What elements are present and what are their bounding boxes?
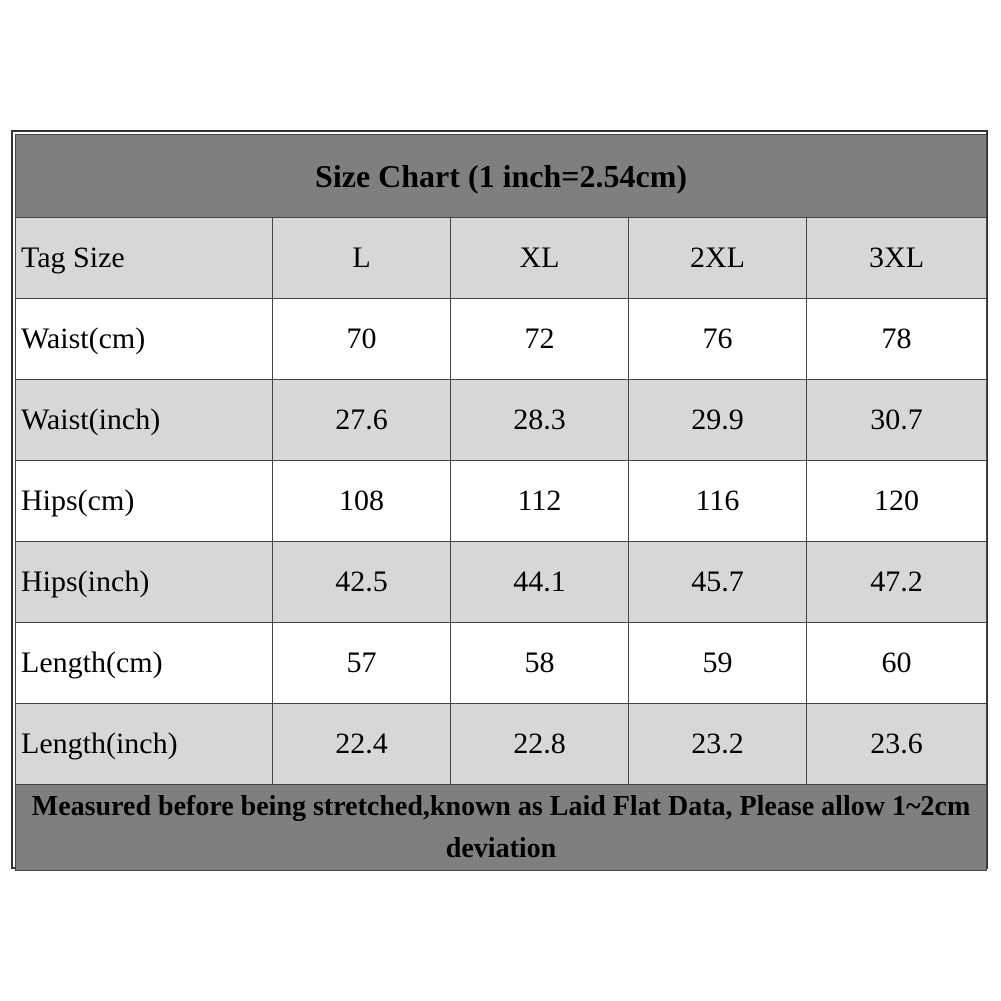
row-label: Hips(cm): [15, 460, 273, 542]
row-label: Length(cm): [15, 622, 273, 704]
row-label: Waist(cm): [15, 298, 273, 380]
size-l-header: L: [272, 217, 451, 299]
table-cell: 45.7: [628, 541, 807, 623]
table-cell: 27.6: [272, 379, 451, 461]
table-cell: 23.6: [805, 703, 988, 785]
table-cell: 23.2: [628, 703, 807, 785]
table-row: Length(inch) 22.4 22.8 23.2 23.6: [15, 703, 988, 785]
header-row: Tag Size L XL 2XL 3XL: [15, 217, 988, 299]
table-cell: 78: [805, 298, 988, 380]
table-cell: 44.1: [450, 541, 629, 623]
size-chart-table: Size Chart (1 inch=2.54cm) Tag Size L XL…: [14, 134, 988, 871]
table-cell: 58: [450, 622, 629, 704]
size-2xl-header: 2XL: [628, 217, 807, 299]
table-cell: 28.3: [450, 379, 629, 461]
row-label: Waist(inch): [15, 379, 273, 461]
table-cell: 30.7: [805, 379, 988, 461]
measurement-note: Measured before being stretched,known as…: [14, 784, 988, 871]
table-cell: 108: [272, 460, 451, 542]
table-cell: 116: [628, 460, 807, 542]
table-row: Hips(inch) 42.5 44.1 45.7 47.2: [15, 541, 988, 623]
table-cell: 57: [272, 622, 451, 704]
table-cell: 76: [628, 298, 807, 380]
table-row: Length(cm) 57 58 59 60: [15, 622, 988, 704]
table-cell: 60: [805, 622, 988, 704]
size-xl-header: XL: [450, 217, 629, 299]
table-cell: 29.9: [628, 379, 807, 461]
table-cell: 120: [805, 460, 988, 542]
row-label: Hips(inch): [15, 541, 273, 623]
table-row: Hips(cm) 108 112 116 120: [15, 460, 988, 542]
tag-size-label: Tag Size: [15, 217, 273, 299]
table-cell: 112: [450, 460, 629, 542]
table-cell: 70: [272, 298, 451, 380]
table-cell: 22.4: [272, 703, 451, 785]
table-row: Waist(cm) 70 72 76 78: [15, 298, 988, 380]
table-cell: 72: [450, 298, 629, 380]
table-cell: 22.8: [450, 703, 629, 785]
table-cell: 47.2: [805, 541, 988, 623]
size-3xl-header: 3XL: [805, 217, 988, 299]
chart-title: Size Chart (1 inch=2.54cm): [14, 134, 988, 218]
table-row: Waist(inch) 27.6 28.3 29.9 30.7: [15, 379, 988, 461]
size-chart-frame: Size Chart (1 inch=2.54cm) Tag Size L XL…: [11, 130, 988, 871]
table-cell: 42.5: [272, 541, 451, 623]
table-cell: 59: [628, 622, 807, 704]
row-label: Length(inch): [15, 703, 273, 785]
